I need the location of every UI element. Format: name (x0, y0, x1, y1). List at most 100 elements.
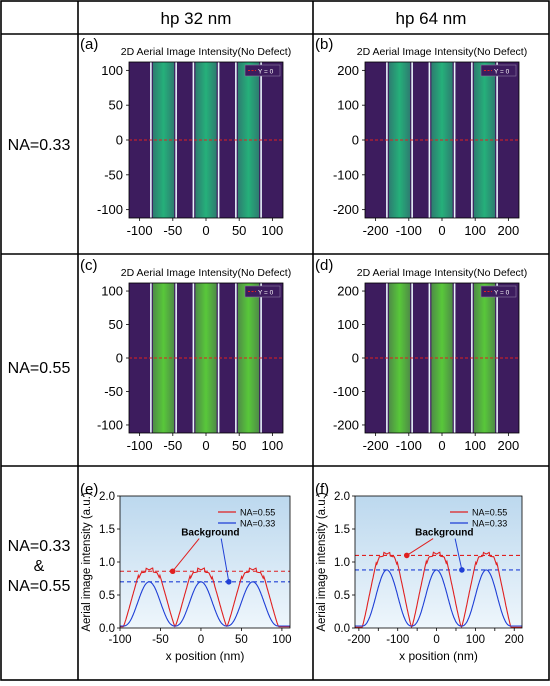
y-tick-label-e-0: 0.0 (99, 623, 115, 635)
legend-box-d (480, 285, 517, 298)
y-tick-label-c-3: -50 (104, 384, 123, 399)
row-label-na033: NA=0.33 (8, 137, 71, 154)
legend-label-e-0: NA=0.55 (240, 508, 275, 518)
y-tick-label-e-4: 2.0 (99, 491, 115, 503)
y-tick-label-e-1: 0.5 (99, 590, 115, 602)
legend-text-b: Y = 0 (494, 69, 510, 76)
y-tick-label-f-3: 1.5 (334, 524, 350, 536)
plot-area-f (355, 496, 522, 628)
y-tick-label-a-1: 50 (109, 98, 123, 113)
y-tick-label-f-4: 2.0 (334, 491, 350, 503)
annotation-arrow-blue-e (220, 538, 230, 582)
y-tick-label-a-4: -100 (97, 202, 123, 217)
x-tick-label-c-3: 50 (232, 438, 246, 453)
y-tick-label-b-2: 0 (352, 133, 359, 148)
heatmap-stripe-a-2 (237, 62, 260, 218)
x-tick-label-e-2: 0 (198, 634, 204, 646)
y-tick-label-f-1: 0.5 (334, 590, 350, 602)
legend-text-d: Y = 0 (494, 290, 510, 297)
legend-text-c: Y = 0 (258, 290, 274, 297)
series-line-f-0 (355, 551, 522, 629)
x-tick-label-b-2: 0 (438, 223, 445, 238)
legend-label-f-1: NA=0.33 (472, 519, 507, 529)
y-tick-label-c-2: 0 (116, 351, 123, 366)
heatmap-title-b: 2D Aerial Image Intensity(No Defect) (357, 46, 527, 58)
panel-label-b: (b) (315, 36, 333, 53)
y-tick-label-b-3: -100 (333, 167, 359, 182)
heatmap-title-a: 2D Aerial Image Intensity(No Defect) (121, 46, 291, 58)
legend-box-a (244, 64, 281, 77)
heatmap-stripe-b-0 (388, 62, 411, 218)
heatmap-stripe-c-2 (237, 283, 260, 433)
y-tick-label-c-1: 50 (109, 317, 123, 332)
x-tick-label-d-1: -100 (396, 438, 422, 453)
annotation-dot-blue-e (226, 579, 232, 585)
series-line-e-1 (120, 581, 290, 627)
x-tick-label-d-0: -200 (363, 438, 389, 453)
y-tick-label-d-4: -200 (333, 417, 359, 432)
annotation-dot-red-e (169, 568, 176, 575)
column-header-hp32: hp 32 nm (161, 9, 232, 28)
row-label-combined-line1: NA=0.33 (8, 538, 71, 555)
y-tick-label-f-2: 1.0 (334, 557, 350, 569)
legend-label-f-0: NA=0.55 (472, 508, 507, 518)
y-tick-label-b-1: 100 (337, 98, 359, 113)
annotation-dot-blue-f (459, 567, 465, 573)
y-axis-label-f: Aerial image intensity (a.u.) (316, 492, 328, 632)
heatmap-title-c: 2D Aerial Image Intensity(No Defect) (121, 267, 291, 279)
x-tick-label-e-3: 50 (235, 634, 248, 646)
column-header-hp64: hp 64 nm (396, 9, 467, 28)
x-tick-label-c-4: 100 (262, 438, 284, 453)
y-tick-label-b-0: 200 (337, 63, 359, 78)
heatmap-stripe-a-0 (152, 62, 175, 218)
y-tick-label-a-3: -50 (104, 167, 123, 182)
x-tick-label-b-0: -200 (363, 223, 389, 238)
panel-label-c: (c) (80, 257, 98, 274)
annotation-arrow-red-e (172, 538, 200, 572)
x-tick-label-c-1: -50 (163, 438, 182, 453)
series-line-f-1 (355, 569, 522, 627)
heatmap-stripe-d-0 (388, 283, 411, 433)
x-axis-label-f: x position (nm) (399, 649, 478, 663)
y-tick-label-c-0: 100 (101, 284, 123, 299)
y-axis-label-e: Aerial image intensity (a.u.) (81, 492, 93, 632)
y-tick-label-e-2: 1.0 (99, 557, 115, 569)
y-tick-label-c-4: -100 (97, 417, 123, 432)
x-tick-label-e-4: 100 (272, 634, 291, 646)
y-tick-label-b-4: -200 (333, 202, 359, 217)
annotation-arrow-blue-f (454, 538, 463, 571)
x-tick-label-d-4: 200 (498, 438, 520, 453)
heatmap-stripe-c-0 (152, 283, 175, 433)
panel-label-f: (f) (315, 481, 329, 498)
row-label-na055: NA=0.55 (8, 360, 71, 377)
y-tick-label-f-0: 0.0 (334, 623, 350, 635)
x-tick-label-f-0: -200 (347, 634, 370, 646)
x-tick-label-a-3: 50 (232, 223, 246, 238)
legend-box-b (480, 64, 517, 77)
x-tick-label-c-0: -100 (127, 438, 153, 453)
background-annotation-f: Background (415, 528, 473, 539)
x-axis-label-e: x position (nm) (166, 649, 245, 663)
x-tick-label-a-2: 0 (202, 223, 209, 238)
y-tick-label-d-3: -100 (333, 384, 359, 399)
x-tick-label-a-0: -100 (127, 223, 153, 238)
x-tick-label-f-6: 100 (466, 634, 485, 646)
x-tick-label-f-4: 0 (433, 634, 439, 646)
legend-text-a: Y = 0 (258, 69, 274, 76)
heatmap-title-d: 2D Aerial Image Intensity(No Defect) (357, 267, 527, 279)
background-annotation-e: Background (181, 528, 239, 539)
panel-label-e: (e) (80, 481, 98, 498)
panel-label-a: (a) (80, 36, 98, 53)
annotation-arrow-red-f (406, 538, 434, 556)
x-tick-label-e-0: -100 (108, 634, 131, 646)
x-tick-label-b-3: 100 (464, 223, 486, 238)
heatmap-stripe-d-2 (473, 283, 496, 433)
panel-label-d: (d) (315, 257, 333, 274)
heatmap-stripe-b-2 (473, 62, 496, 218)
x-tick-label-b-4: 200 (498, 223, 520, 238)
y-tick-label-d-0: 200 (337, 284, 359, 299)
row-label-combined-line2: & (34, 558, 45, 575)
y-tick-label-a-0: 100 (101, 63, 123, 78)
